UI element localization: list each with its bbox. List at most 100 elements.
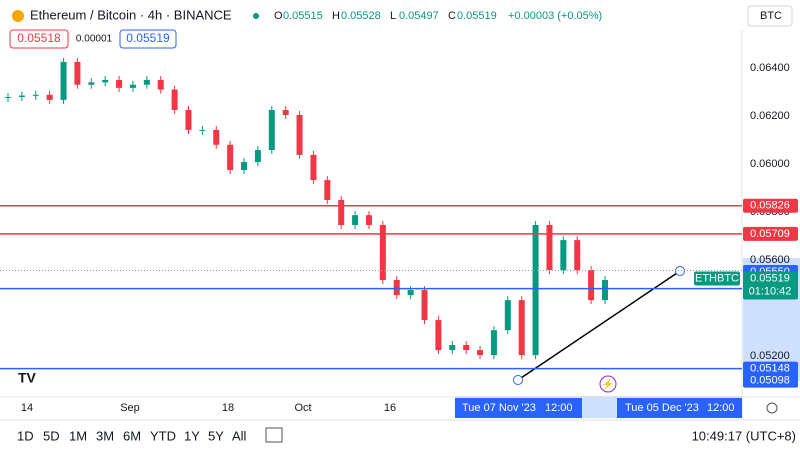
candle bbox=[560, 240, 567, 271]
buy-price[interactable]: 0.05519 bbox=[126, 31, 170, 45]
candle bbox=[74, 61, 81, 85]
symbol-title[interactable]: Ethereum / Bitcoin · 4h · BINANCE bbox=[30, 7, 232, 22]
sell-price[interactable]: 0.05518 bbox=[17, 31, 61, 45]
price-tick-label: 0.05200 bbox=[750, 350, 790, 362]
range-button[interactable]: 1D bbox=[17, 428, 34, 443]
last-price-label: 0.05519 bbox=[750, 272, 790, 284]
symbol-tag bbox=[694, 271, 740, 286]
price-tag bbox=[743, 198, 798, 213]
ohlc-key: O bbox=[274, 10, 283, 22]
candle bbox=[421, 290, 428, 321]
candle bbox=[157, 79, 164, 90]
candle bbox=[296, 115, 303, 155]
range-end-date: Tue 05 Dec '23 bbox=[625, 402, 699, 414]
ohlc-key: L bbox=[390, 10, 396, 22]
trend-line[interactable] bbox=[517, 270, 681, 381]
range-end-time: 12:00 bbox=[707, 402, 735, 414]
time-label: 18 bbox=[222, 402, 234, 414]
candle bbox=[352, 215, 359, 225]
date-range-icon[interactable] bbox=[265, 427, 283, 443]
trend-handle[interactable] bbox=[513, 375, 523, 385]
tv-logo: TV bbox=[18, 370, 37, 386]
countdown: 01:10:42 bbox=[749, 285, 792, 297]
settings-icon[interactable] bbox=[766, 402, 778, 414]
ohlc-value: 0.05528 bbox=[341, 10, 381, 22]
ohlc-value: 0.05515 bbox=[283, 10, 323, 22]
time-label: Sep bbox=[120, 402, 140, 414]
candle bbox=[518, 300, 525, 356]
range-button[interactable]: YTD bbox=[150, 428, 176, 443]
candle bbox=[504, 300, 511, 331]
candle bbox=[46, 94, 53, 100]
time-label: 14 bbox=[21, 402, 33, 414]
range-button[interactable]: 3M bbox=[96, 428, 114, 443]
candle bbox=[490, 330, 497, 356]
range-button[interactable]: 6M bbox=[123, 428, 141, 443]
price-tag bbox=[743, 361, 798, 376]
price-tag bbox=[743, 373, 798, 388]
spread: 0.00001 bbox=[76, 34, 113, 45]
candle bbox=[574, 240, 581, 271]
range-button[interactable]: 1M bbox=[69, 428, 87, 443]
buy-box[interactable] bbox=[119, 29, 177, 49]
sell-box[interactable] bbox=[9, 29, 69, 49]
price-tick-label: 0.06400 bbox=[750, 62, 790, 74]
candle bbox=[324, 180, 331, 201]
ohlc-key: C bbox=[448, 10, 456, 22]
range-button[interactable]: All bbox=[232, 428, 247, 443]
price-tag-label: 0.05148 bbox=[750, 362, 790, 374]
clock: 10:49:17 (UTC+8) bbox=[692, 428, 796, 443]
candle bbox=[588, 270, 595, 301]
candle bbox=[88, 82, 95, 85]
candle bbox=[171, 89, 178, 110]
trend-handle[interactable] bbox=[675, 266, 685, 276]
candle bbox=[393, 279, 400, 296]
candle bbox=[213, 129, 220, 145]
change: +0.00003 (+0.05%) bbox=[508, 10, 602, 22]
candle bbox=[185, 109, 192, 130]
candle bbox=[254, 150, 261, 163]
ohlc-value: 0.05519 bbox=[457, 10, 497, 22]
price-tag-label: 0.05709 bbox=[750, 228, 790, 240]
price-tick-label: 0.06200 bbox=[750, 110, 790, 122]
time-label: 16 bbox=[384, 402, 396, 414]
range-button[interactable]: 5D bbox=[43, 428, 60, 443]
candle bbox=[546, 224, 553, 271]
candle bbox=[282, 109, 289, 116]
candle bbox=[199, 129, 206, 131]
candle bbox=[532, 224, 539, 356]
candle bbox=[102, 79, 109, 83]
price-tag bbox=[743, 226, 798, 241]
range-button[interactable]: 5Y bbox=[208, 428, 224, 443]
price-tag-label: 0.05098 bbox=[750, 374, 790, 386]
candle bbox=[5, 96, 11, 98]
candle bbox=[18, 95, 25, 97]
candle bbox=[268, 109, 275, 151]
currency-box[interactable] bbox=[747, 5, 793, 27]
candle bbox=[379, 224, 386, 280]
range-start-bg bbox=[455, 398, 582, 418]
last-price-tag bbox=[743, 271, 798, 300]
ohlc: O 0.05515 H 0.05528 L 0.05497 C 0.05519 +0.00003… bbox=[274, 10, 602, 22]
price-tag-label: 0.05826 bbox=[750, 200, 790, 212]
range-button[interactable]: 1Y bbox=[184, 428, 200, 443]
price-tick-label: 0.05600 bbox=[750, 254, 790, 266]
symbol-icon bbox=[12, 10, 24, 22]
candle bbox=[338, 200, 345, 225]
candle bbox=[32, 94, 39, 96]
currency[interactable]: BTC bbox=[760, 10, 782, 22]
candle bbox=[449, 345, 456, 351]
candle bbox=[602, 279, 608, 301]
ohlc-value: 0.05497 bbox=[399, 10, 439, 22]
candle bbox=[310, 154, 317, 181]
candle bbox=[365, 215, 372, 225]
status-dot bbox=[253, 13, 259, 19]
candle bbox=[143, 79, 150, 85]
event-icon-glyph: ⚡ bbox=[602, 378, 614, 391]
price-tick-label: 0.06000 bbox=[750, 158, 790, 170]
event-icon[interactable] bbox=[599, 375, 617, 393]
range-start-date: Tue 07 Nov '23 bbox=[462, 402, 536, 414]
candle bbox=[477, 350, 484, 356]
candle bbox=[407, 290, 414, 296]
